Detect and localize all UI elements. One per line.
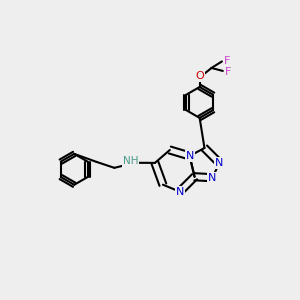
Text: N: N [185, 151, 194, 161]
Text: N: N [176, 187, 184, 196]
Text: F: F [224, 56, 230, 65]
Text: NH: NH [123, 156, 138, 166]
Text: N: N [215, 158, 224, 168]
Text: F: F [225, 67, 231, 77]
Text: N: N [208, 173, 217, 183]
Text: O: O [195, 71, 204, 81]
